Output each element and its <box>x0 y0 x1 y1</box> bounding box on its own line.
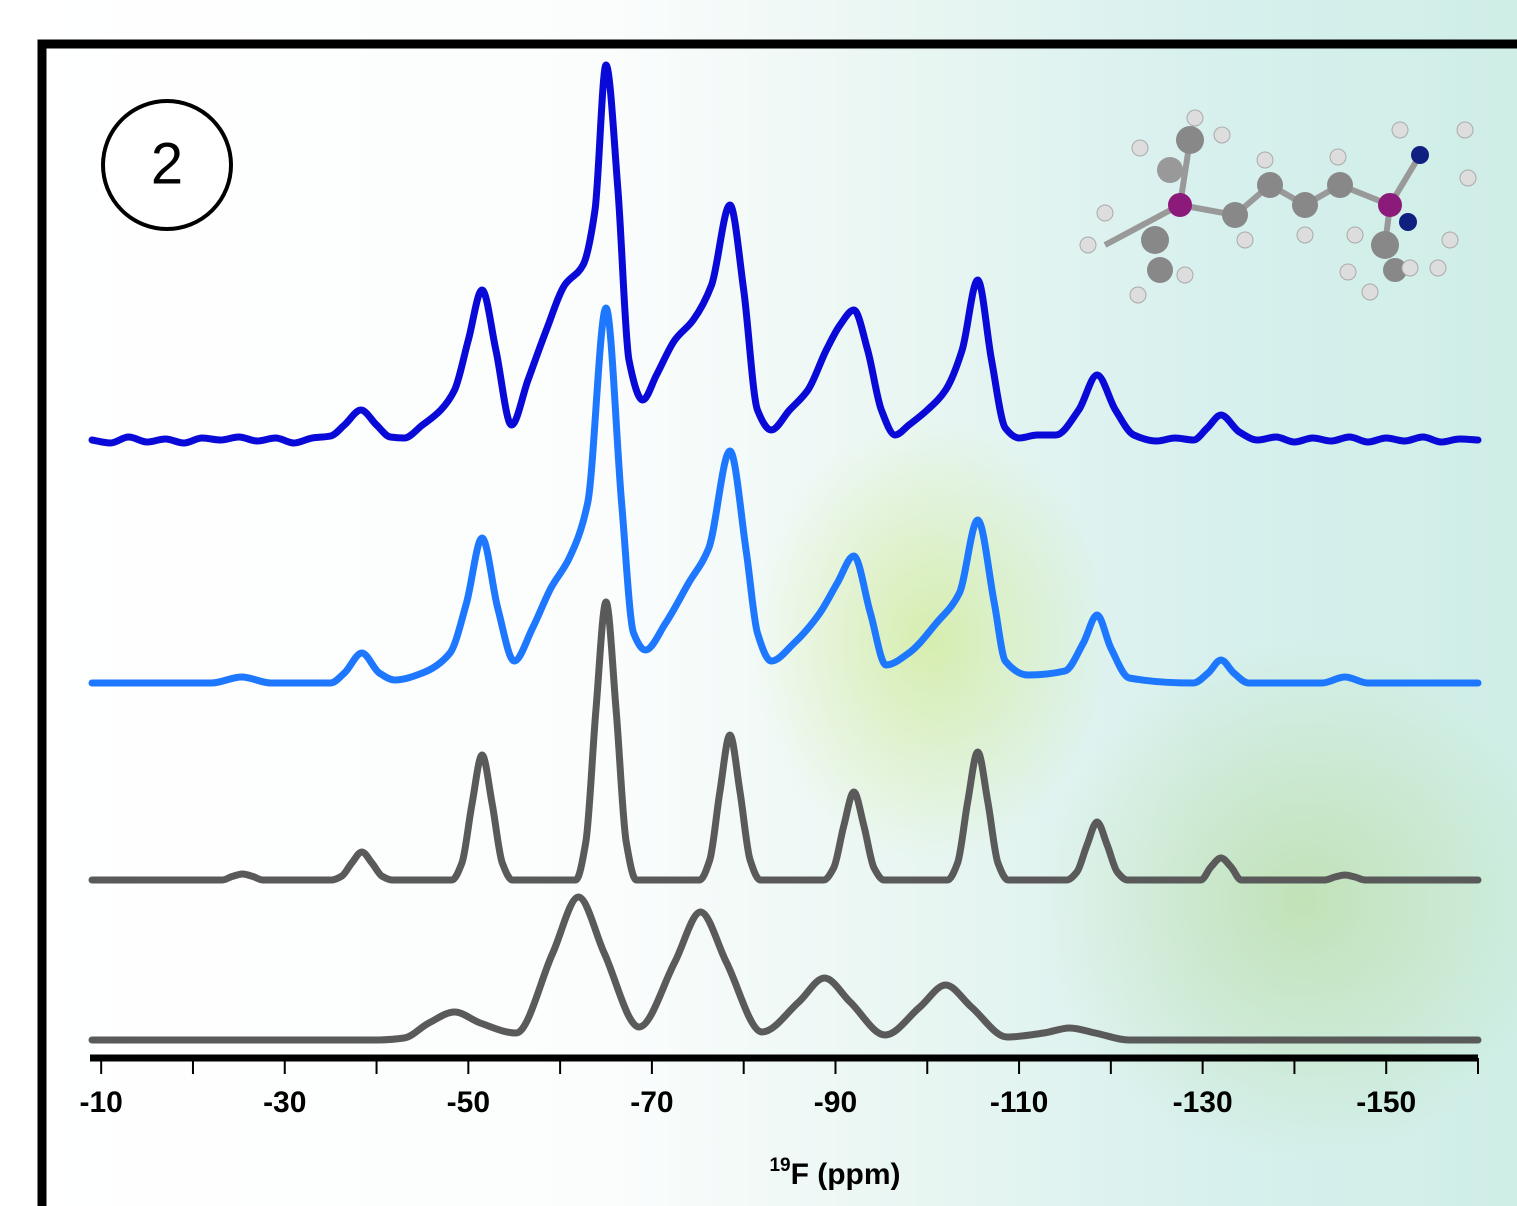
x-tick-label: -10 <box>79 1086 122 1119</box>
x-tick-label: -70 <box>630 1086 673 1119</box>
spectrum-line <box>92 602 1478 880</box>
x-axis-title: 19F (ppm) <box>769 1155 900 1191</box>
chart: 2 19F (ppm) -10 -30 -50 -70 -90 -110 -130 -150 <box>0 0 1517 1206</box>
x-axis-title-text: F (ppm) <box>791 1158 901 1191</box>
spectrum-line <box>92 65 1478 443</box>
molecule <box>1080 110 1476 303</box>
page: 2 19F (ppm) -10-30-50-70-90-110-130-150 … <box>0 0 1517 1206</box>
x-tick-label: -30 <box>263 1086 306 1119</box>
annotation: 2 <box>151 131 183 196</box>
spectrum-line <box>92 897 1478 1040</box>
x-tick-label: -130 <box>1173 1086 1233 1119</box>
x-tick-label: -50 <box>447 1086 490 1119</box>
spectrum-line <box>92 308 1478 683</box>
x-axis-title-superscript: 19 <box>769 1155 790 1176</box>
x-tick-label: -110 <box>990 1086 1048 1119</box>
x-tick-label: -90 <box>814 1086 857 1119</box>
frame <box>42 44 1517 1206</box>
x-tick-label: -150 <box>1356 1086 1416 1119</box>
